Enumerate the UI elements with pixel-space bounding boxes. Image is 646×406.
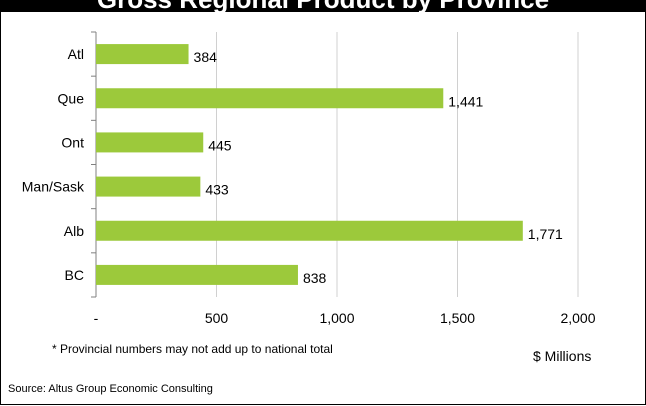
category-label: Atl [68, 46, 84, 62]
data-label: 1,771 [528, 226, 563, 242]
x-tick-label: 1,000 [319, 310, 354, 326]
data-label: 1,441 [448, 93, 483, 109]
x-tick-label: 2,000 [560, 310, 595, 326]
x-tick-label: 1,500 [440, 310, 475, 326]
title-bar: Gross Regional Product by Province [0, 0, 646, 12]
x-axis-unit-label: $ Millions [533, 348, 592, 364]
source-note: Source: Altus Group Economic Consulting [8, 383, 213, 395]
chart-title: Gross Regional Product by Province [0, 0, 646, 12]
bar [96, 220, 523, 241]
bar [96, 176, 201, 197]
category-label: BC [65, 267, 84, 283]
category-label: Alb [64, 223, 84, 239]
category-label: Que [58, 90, 85, 106]
bar [96, 44, 189, 65]
x-tick-label: 500 [205, 310, 229, 326]
category-label: Man/Sask [22, 179, 85, 195]
data-label: 433 [205, 182, 229, 198]
category-label: Ont [61, 134, 84, 150]
footnote: * Provincial numbers may not add up to n… [52, 342, 333, 356]
data-label: 384 [194, 49, 218, 65]
bar [96, 88, 444, 109]
data-label: 445 [208, 137, 232, 153]
data-label: 838 [303, 270, 327, 286]
x-tick-label: - [94, 310, 99, 326]
bar [96, 264, 298, 285]
bar [96, 132, 204, 153]
